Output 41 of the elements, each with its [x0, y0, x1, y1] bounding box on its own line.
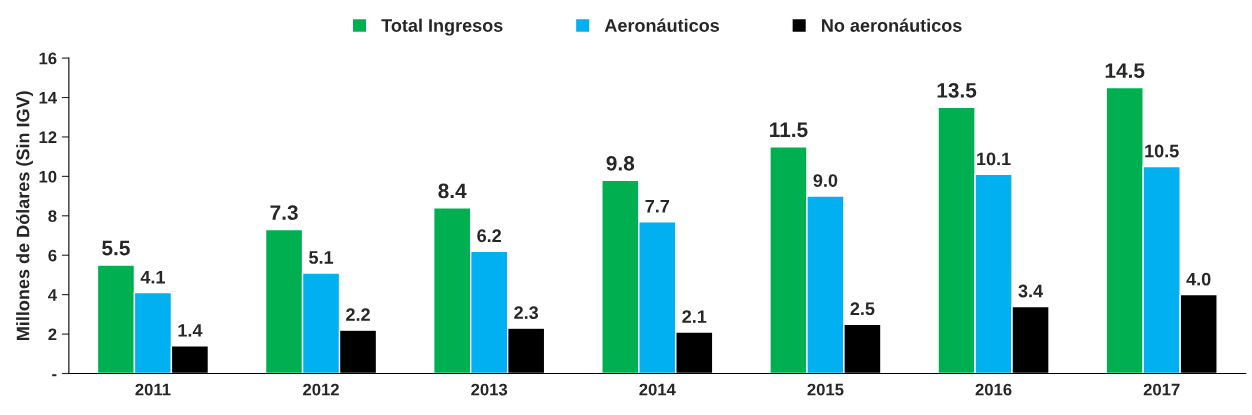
- y-axis-title: Millones de Dólares (Sin IGV): [15, 91, 33, 340]
- x-tick-label: 2012: [303, 383, 339, 396]
- data-label: 4.0: [1186, 272, 1211, 286]
- legend-label: No aeronáuticos: [822, 18, 962, 32]
- data-label: 14.5: [1105, 63, 1145, 78]
- data-label: 3.4: [1018, 284, 1043, 298]
- data-label: 11.5: [770, 122, 808, 138]
- y-tick-label: 8: [48, 210, 57, 222]
- data-label: 9.8: [606, 155, 635, 171]
- x-tick-label: 2015: [807, 383, 844, 396]
- data-label: 6.2: [477, 229, 501, 243]
- x-tick-label: 2011: [135, 383, 171, 396]
- y-tick-label: 10: [39, 170, 57, 183]
- data-label: 9.0: [813, 174, 838, 187]
- data-label: 2.5: [850, 302, 875, 316]
- data-label: 8.4: [438, 183, 467, 199]
- x-tick-label: 2017: [1143, 383, 1180, 396]
- data-label: 2.3: [514, 306, 539, 320]
- y-tick-label: 2: [48, 328, 57, 341]
- y-tick-label: 4: [48, 289, 57, 301]
- data-label: 2.1: [682, 310, 707, 323]
- legend-label: Aeronáuticos: [604, 18, 719, 32]
- legend-label: Total Ingresos: [381, 18, 503, 36]
- data-label: 1.4: [178, 324, 203, 337]
- y-tick-label: 12: [39, 131, 57, 143]
- x-tick-label: 2014: [639, 383, 676, 396]
- y-tick-label: 6: [48, 249, 57, 262]
- y-tick-label: 14: [39, 92, 57, 104]
- data-label: 2.2: [346, 308, 370, 321]
- data-label: 5.1: [309, 251, 334, 264]
- y-tick-label: -: [52, 374, 57, 377]
- data-label: 5.5: [102, 240, 130, 256]
- data-label: 10.1: [977, 152, 1011, 166]
- data-label: 4.1: [140, 270, 165, 284]
- data-label: 13.5: [937, 82, 977, 98]
- data-label: 10.5: [1145, 144, 1179, 158]
- x-tick-label: 2013: [471, 383, 508, 396]
- y-tick-label: 16: [39, 52, 57, 65]
- data-label: 7.3: [270, 205, 298, 220]
- x-tick-label: 2016: [975, 383, 1012, 396]
- data-label: 7.7: [645, 199, 670, 213]
